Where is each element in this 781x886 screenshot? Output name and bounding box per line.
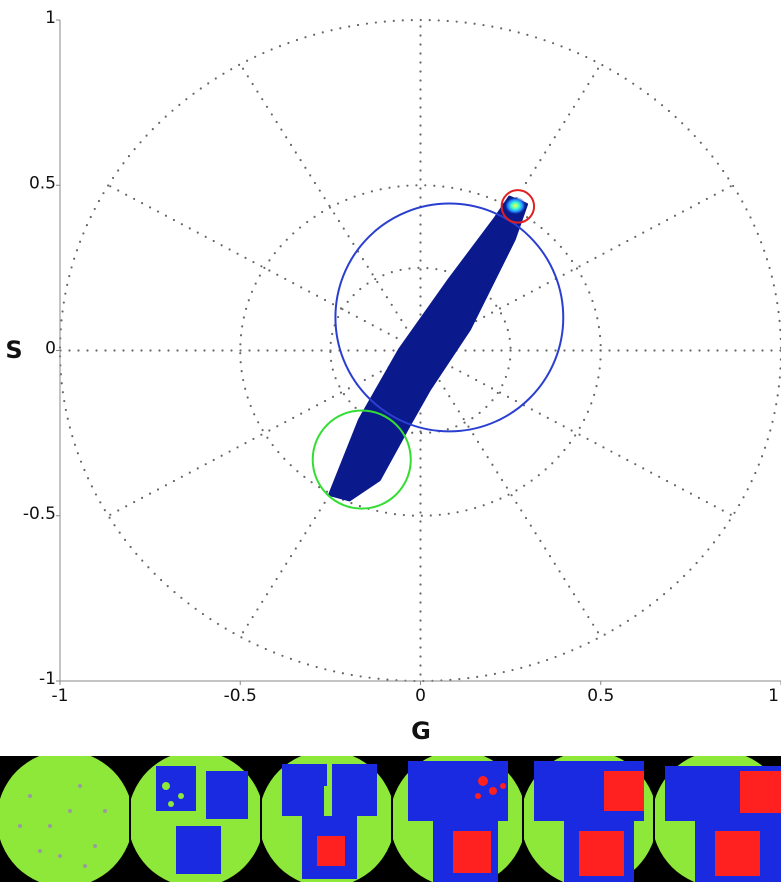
y-axis-title: S — [5, 336, 22, 364]
y-tick-label: -0.5 — [23, 504, 56, 524]
y-tick-label: 0 — [45, 339, 56, 359]
x-axis-title: G — [411, 717, 431, 745]
y-tick-label: 0.5 — [29, 173, 56, 193]
x-tick-label: 1 — [768, 686, 779, 706]
thumbnail-strip — [0, 751, 781, 882]
thumbnail — [521, 751, 657, 882]
polar-grid-spoke — [421, 351, 601, 637]
density-hotspot — [504, 197, 526, 215]
thumbnail — [128, 751, 264, 882]
x-tick-label: 0.5 — [587, 686, 614, 706]
thumbnail — [259, 751, 395, 882]
thumbnail — [652, 751, 781, 882]
x-tick-label: -1 — [52, 686, 69, 706]
page: {"chart_data": {"type": "phasor", "x_lab… — [0, 0, 781, 882]
polar-grid-spoke — [421, 351, 733, 516]
plot-area — [56, 20, 781, 685]
density-region — [330, 197, 527, 500]
y-tick-label: 1 — [45, 8, 56, 28]
chart: S G — [0, 0, 781, 882]
y-tick-label: -1 — [39, 669, 56, 689]
x-tick-label: 0 — [415, 686, 426, 706]
thumbnail — [390, 751, 526, 882]
x-tick-label: -0.5 — [224, 686, 257, 706]
